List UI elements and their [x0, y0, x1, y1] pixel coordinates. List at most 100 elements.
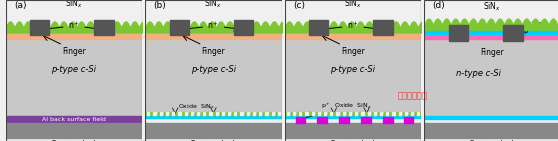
Bar [334, 112, 339, 115]
Bar [166, 112, 168, 115]
Bar [266, 112, 267, 115]
Bar [396, 112, 401, 115]
Bar [383, 117, 393, 123]
Bar [309, 20, 328, 35]
Bar [374, 112, 376, 115]
Text: SiN$_x$: SiN$_x$ [65, 0, 83, 10]
Text: p-type c-Si: p-type c-Si [330, 65, 376, 74]
Bar [6, 116, 142, 123]
Bar [411, 112, 413, 115]
Text: n-type c-Si: n-type c-Si [456, 69, 501, 78]
Text: (b): (b) [153, 1, 166, 10]
Bar [234, 20, 253, 35]
Bar [240, 112, 243, 115]
Bar [299, 112, 301, 115]
Bar [6, 32, 142, 39]
Bar [153, 112, 156, 115]
Bar [291, 112, 295, 115]
Bar [303, 112, 307, 115]
Bar [257, 112, 262, 115]
Bar [163, 112, 168, 115]
Text: p$^+$  Oxide  SiN$_x$: p$^+$ Oxide SiN$_x$ [321, 101, 372, 111]
Bar [336, 112, 339, 115]
Text: (c): (c) [293, 1, 305, 10]
Bar [409, 112, 413, 115]
Bar [287, 112, 289, 115]
Bar [170, 20, 189, 35]
Text: p-type c-Si: p-type c-Si [191, 65, 236, 74]
Bar [189, 112, 193, 115]
Bar [297, 112, 301, 115]
Bar [238, 112, 243, 115]
Bar [270, 112, 274, 115]
Bar [449, 25, 468, 41]
Bar [285, 32, 421, 39]
Bar [213, 112, 218, 115]
Bar [170, 112, 175, 115]
Bar [272, 112, 274, 115]
Bar [372, 112, 376, 115]
Bar [296, 117, 305, 123]
Bar [6, 123, 142, 138]
Text: (d): (d) [432, 1, 445, 10]
Bar [220, 112, 224, 115]
Bar [226, 112, 230, 115]
Bar [330, 112, 333, 115]
Bar [209, 112, 211, 115]
Text: Rear contact: Rear contact [52, 140, 96, 141]
Bar [349, 112, 351, 115]
Bar [151, 112, 156, 115]
Text: 中国太阳能网: 中国太阳能网 [398, 91, 428, 100]
Text: Finger: Finger [341, 47, 365, 56]
Text: SiN$_x$: SiN$_x$ [483, 1, 502, 13]
Text: n$^+$: n$^+$ [68, 19, 80, 31]
Bar [403, 117, 413, 123]
Text: Finger: Finger [201, 47, 225, 56]
Bar [201, 112, 205, 115]
Bar [339, 117, 349, 123]
Bar [285, 123, 421, 138]
Bar [195, 112, 199, 115]
Bar [285, 115, 421, 118]
Bar [185, 112, 187, 115]
Bar [191, 112, 193, 115]
Bar [215, 112, 218, 115]
Bar [318, 112, 320, 115]
Bar [6, 39, 142, 116]
Bar [160, 112, 162, 115]
Bar [278, 112, 280, 115]
Bar [147, 112, 150, 115]
Bar [328, 112, 333, 115]
Text: p$^+$: p$^+$ [522, 25, 533, 37]
Bar [353, 112, 358, 115]
Text: Oxide: Oxide [522, 21, 542, 27]
Bar [244, 112, 249, 115]
Bar [340, 112, 345, 115]
Text: n$^+$: n$^+$ [208, 19, 219, 31]
Bar [145, 39, 282, 116]
Bar [316, 112, 320, 115]
Bar [94, 20, 114, 35]
Text: SiN$_x$: SiN$_x$ [204, 0, 223, 10]
Bar [253, 112, 255, 115]
Bar [398, 112, 401, 115]
Bar [145, 32, 282, 39]
Bar [322, 112, 326, 115]
Bar [232, 112, 237, 115]
Bar [384, 112, 388, 115]
Bar [424, 39, 558, 116]
Bar [145, 115, 282, 118]
Bar [285, 112, 289, 115]
Text: p-type c-Si: p-type c-Si [51, 65, 97, 74]
Bar [362, 112, 363, 115]
Bar [324, 112, 326, 115]
Bar [247, 112, 249, 115]
Bar [263, 112, 268, 115]
Bar [30, 20, 49, 35]
Text: Finger: Finger [480, 48, 504, 57]
Bar [145, 112, 150, 115]
Bar [378, 112, 382, 115]
Bar [172, 112, 174, 115]
Bar [285, 39, 421, 116]
Bar [380, 112, 382, 115]
